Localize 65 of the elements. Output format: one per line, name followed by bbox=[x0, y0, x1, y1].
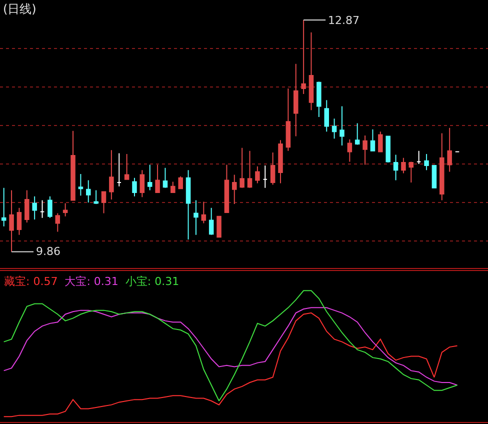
candlestick bbox=[155, 164, 160, 194]
candlestick bbox=[255, 166, 260, 184]
candlestick bbox=[262, 165, 268, 188]
candlestick bbox=[1, 187, 6, 227]
candlestick bbox=[162, 167, 168, 188]
text: 大宝: 0.31 bbox=[64, 275, 118, 288]
candlestick bbox=[24, 190, 30, 224]
candlestick bbox=[16, 207, 22, 236]
candlestick bbox=[55, 212, 60, 232]
candlestick bbox=[109, 150, 114, 200]
candlestick bbox=[86, 180, 91, 204]
candlestick bbox=[324, 100, 329, 132]
candlestick bbox=[94, 190, 98, 205]
candlestick bbox=[432, 165, 437, 188]
candlestick bbox=[278, 140, 283, 184]
candlestick bbox=[340, 106, 344, 146]
text: 藏宝: 0.57 bbox=[4, 275, 58, 288]
candlestick bbox=[401, 157, 406, 174]
candlestick bbox=[440, 132, 444, 201]
candlestick bbox=[178, 176, 183, 190]
annotation: 12.87 bbox=[328, 14, 360, 27]
candlestick bbox=[308, 32, 314, 111]
text: 小宝: 0.31 bbox=[125, 275, 180, 288]
candlestick bbox=[9, 190, 14, 252]
candlestick bbox=[362, 135, 368, 166]
candlestick bbox=[48, 196, 52, 218]
candlestick bbox=[270, 152, 276, 186]
candlestick bbox=[208, 207, 214, 236]
candlestick bbox=[101, 191, 106, 214]
candlestick bbox=[354, 122, 360, 146]
candlestick bbox=[32, 196, 37, 220]
candlestick bbox=[147, 164, 152, 191]
candlestick bbox=[240, 147, 244, 188]
candlestick bbox=[293, 63, 298, 137]
candlestick bbox=[170, 181, 176, 194]
candlestick bbox=[186, 170, 191, 240]
candlestick bbox=[378, 131, 383, 152]
candlestick bbox=[132, 177, 137, 197]
candlestick bbox=[386, 136, 390, 163]
annotation: 9.86 bbox=[36, 245, 60, 258]
candlestick bbox=[201, 201, 206, 224]
candlestick bbox=[316, 81, 322, 118]
candlestick bbox=[393, 154, 398, 181]
candlestick bbox=[70, 130, 76, 201]
candlestick bbox=[232, 174, 237, 205]
candlestick bbox=[332, 118, 337, 140]
candlestick bbox=[286, 88, 291, 152]
candlestick bbox=[301, 20, 306, 94]
candlestick bbox=[124, 154, 130, 180]
candlestick bbox=[116, 152, 122, 187]
candlestick bbox=[370, 128, 376, 152]
candlestick bbox=[40, 200, 45, 218]
candlestick bbox=[424, 154, 429, 171]
candlestick bbox=[224, 164, 230, 214]
candlestick bbox=[416, 150, 422, 165]
candlestick bbox=[247, 150, 252, 188]
candlestick bbox=[447, 127, 452, 172]
candlestick bbox=[62, 202, 68, 217]
candlestick bbox=[140, 170, 145, 198]
chart-title: (日线) bbox=[3, 2, 36, 16]
candlestick bbox=[347, 138, 352, 162]
candlestick bbox=[408, 161, 414, 183]
candlestick bbox=[194, 200, 198, 236]
candlestick bbox=[216, 216, 222, 238]
candlestick bbox=[78, 174, 84, 196]
